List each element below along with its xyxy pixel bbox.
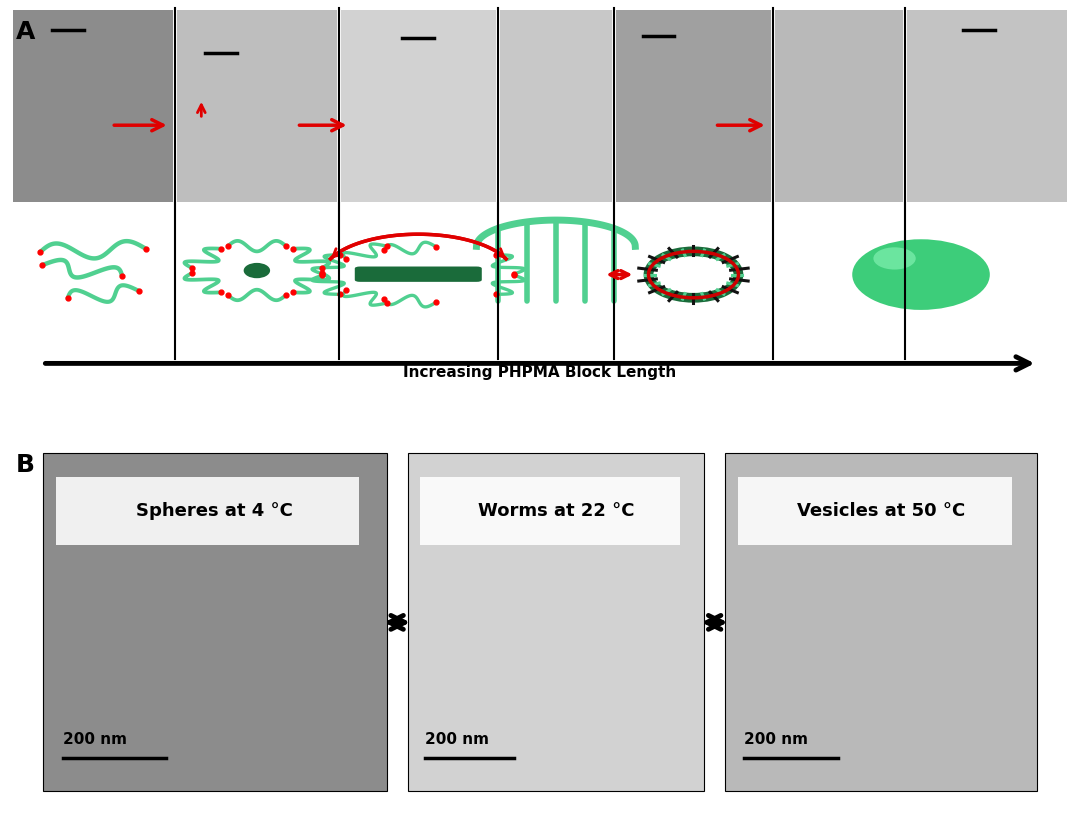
Text: B: B [16, 453, 35, 478]
FancyBboxPatch shape [42, 453, 387, 791]
Text: A: A [16, 20, 36, 44]
Text: Worms at 22 °C: Worms at 22 °C [477, 502, 634, 520]
FancyBboxPatch shape [56, 477, 359, 545]
FancyBboxPatch shape [738, 477, 1012, 545]
FancyBboxPatch shape [11, 202, 1069, 348]
Ellipse shape [244, 263, 270, 278]
FancyBboxPatch shape [354, 266, 482, 282]
FancyBboxPatch shape [341, 10, 496, 210]
FancyBboxPatch shape [726, 453, 1038, 791]
FancyBboxPatch shape [419, 477, 680, 545]
Text: 200 nm: 200 nm [744, 733, 808, 747]
FancyBboxPatch shape [775, 10, 903, 210]
FancyBboxPatch shape [13, 10, 173, 210]
FancyBboxPatch shape [907, 10, 1067, 210]
Text: Increasing PHPMA Block Length: Increasing PHPMA Block Length [403, 365, 677, 380]
Text: 200 nm: 200 nm [426, 733, 489, 747]
Text: Spheres at 4 °C: Spheres at 4 °C [136, 502, 293, 520]
Text: 200 nm: 200 nm [64, 733, 127, 747]
Text: Vesicles at 50 °C: Vesicles at 50 °C [797, 502, 966, 520]
FancyBboxPatch shape [617, 10, 771, 210]
Ellipse shape [852, 239, 990, 310]
FancyBboxPatch shape [408, 453, 704, 791]
FancyBboxPatch shape [177, 10, 337, 210]
FancyBboxPatch shape [500, 10, 612, 210]
Ellipse shape [874, 247, 916, 269]
